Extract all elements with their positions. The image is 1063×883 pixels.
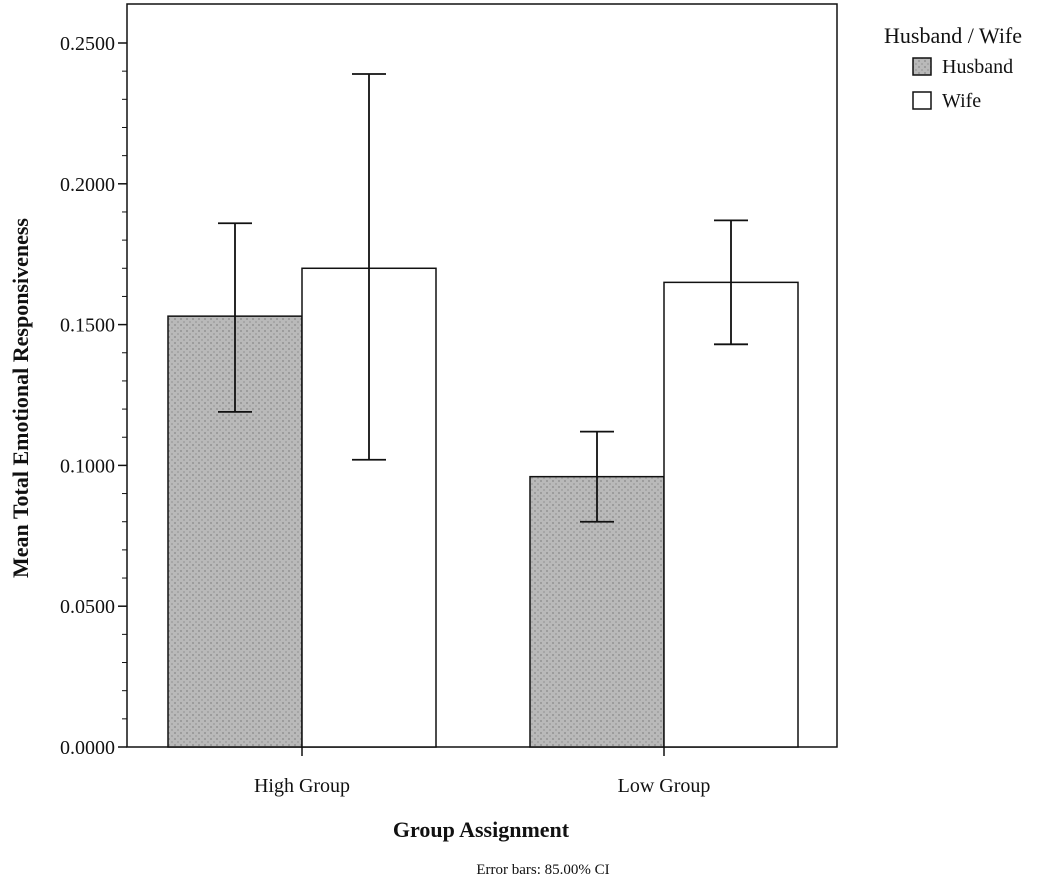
y-tick-label: 0.0500 <box>60 596 115 618</box>
y-axis: 0.0000 0.0500 0.1000 0.1500 0.2000 0.2500 <box>60 33 127 759</box>
x-tick-label: High Group <box>254 775 350 797</box>
bars <box>167 267 799 748</box>
y-tick-label: 0.2000 <box>60 174 115 196</box>
error-bars <box>218 73 748 523</box>
x-axis: High Group Low Group <box>254 747 710 797</box>
x-tick-label: Low Group <box>618 775 711 797</box>
legend-label-wife: Wife <box>942 90 981 112</box>
y-tick-label: 0.1000 <box>60 455 115 477</box>
legend-title: Husband / Wife <box>884 23 1022 48</box>
bar-wife-high-group <box>301 267 437 748</box>
x-axis-title: Group Assignment <box>393 817 570 842</box>
legend-swatch-wife <box>912 91 932 110</box>
error-bar-note: Error bars: 85.00% CI <box>476 862 609 878</box>
y-axis-title: Mean Total Emotional Responsiveness <box>8 218 33 578</box>
legend: Husband / Wife Husband Wife <box>884 23 1022 112</box>
y-tick-label: 0.0000 <box>60 737 115 759</box>
y-tick-label: 0.2500 <box>60 33 115 55</box>
bar-wife-low-group <box>663 281 799 748</box>
legend-swatch-husband <box>912 57 932 76</box>
y-tick-label: 0.1500 <box>60 315 115 337</box>
legend-label-husband: Husband <box>942 56 1013 78</box>
